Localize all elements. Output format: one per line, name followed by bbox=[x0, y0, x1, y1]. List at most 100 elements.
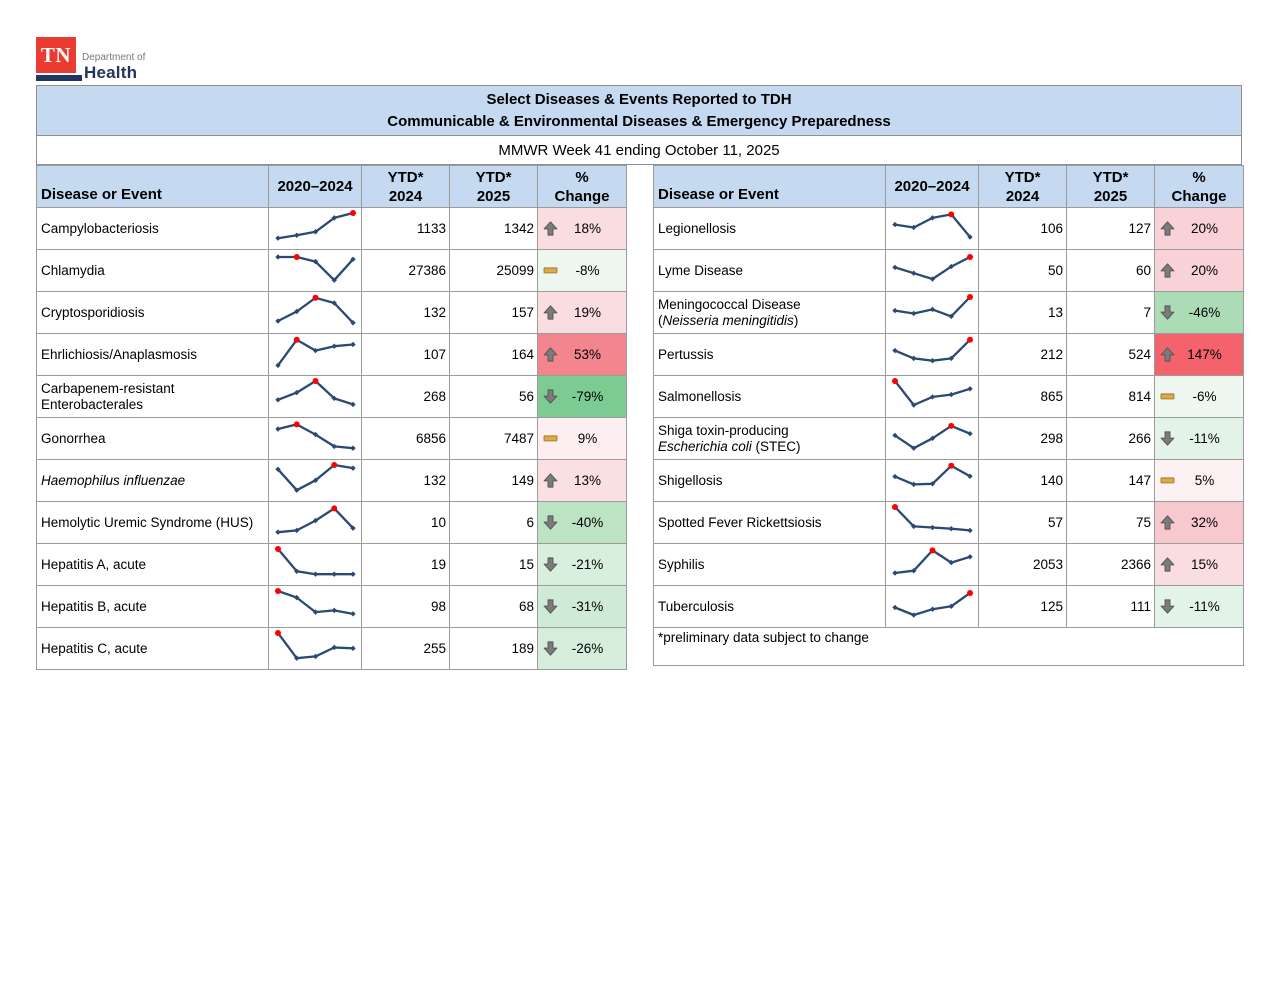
tn-logo-text: TN bbox=[40, 42, 72, 67]
footnote-text: *preliminary data subject to change bbox=[653, 627, 1244, 666]
peak-marker-dot bbox=[891, 378, 898, 384]
tdh-logo: TN Department of Health bbox=[36, 37, 256, 85]
ytd-2025-value: 6 bbox=[449, 501, 538, 544]
trend-sparkline bbox=[891, 254, 973, 282]
percent-change-cell: 5% bbox=[1154, 459, 1244, 502]
trend-cell bbox=[885, 333, 979, 376]
ytd-2025-value: 157 bbox=[449, 291, 538, 334]
percent-change-value: 32% bbox=[1190, 515, 1219, 530]
peak-marker-dot bbox=[947, 462, 954, 469]
disease-name: Hepatitis B, acute bbox=[36, 585, 269, 628]
percent-change-value: -8% bbox=[575, 263, 600, 278]
logo-underline-bar bbox=[36, 75, 82, 81]
col-header-trend: 2020–2024 bbox=[268, 165, 362, 208]
disease-name-part: Gonorrhea bbox=[41, 430, 106, 446]
ytd-2024-value: 1133 bbox=[361, 207, 450, 250]
col-header-disease: Disease or Event bbox=[653, 165, 886, 208]
ytd-2024-value: 212 bbox=[978, 333, 1067, 376]
peak-marker-dot bbox=[966, 590, 973, 596]
percent-change-value: -79% bbox=[571, 389, 604, 404]
trend-up-icon bbox=[543, 221, 558, 236]
percent-change-inner: -79% bbox=[539, 389, 626, 404]
disease-name: Ehrlichiosis/Anaplasmosis bbox=[36, 333, 269, 376]
ytd-2025-value: 75 bbox=[1066, 501, 1155, 544]
trend-sparkline bbox=[274, 336, 356, 369]
trend-down-icon bbox=[543, 641, 558, 656]
trend-flat-icon bbox=[543, 267, 558, 274]
logo-department-of: Department of bbox=[82, 52, 146, 63]
percent-change-value: -40% bbox=[571, 515, 604, 530]
ytd-2025-value: 814 bbox=[1066, 375, 1155, 418]
percent-change-cell: -6% bbox=[1154, 375, 1244, 418]
table-row: Legionellosis 106 127 20% bbox=[653, 207, 1244, 250]
disease-name-part: Meningococcal Disease bbox=[658, 296, 801, 312]
ytd-2024-value: 6856 bbox=[361, 417, 450, 460]
percent-change-value: 20% bbox=[1190, 263, 1219, 278]
percent-change-cell: 147% bbox=[1154, 333, 1244, 376]
header-row: Disease or Event 2020–2024 YTD* 2024 YTD* 202… bbox=[36, 165, 627, 208]
peak-marker-dot bbox=[966, 254, 973, 260]
percent-change-value: 147% bbox=[1187, 347, 1222, 362]
disease-name: Meningococcal Disease (Neisseria meningit… bbox=[653, 291, 886, 334]
ytd-2025-value: 25099 bbox=[449, 249, 538, 292]
percent-change-cell: -11% bbox=[1154, 585, 1244, 628]
percent-change-inner: -11% bbox=[1156, 431, 1243, 446]
col-header-disease: Disease or Event bbox=[36, 165, 269, 208]
trend-cell bbox=[885, 207, 979, 250]
disease-name-part: Ehrlichiosis/Anaplasmosis bbox=[41, 346, 198, 362]
peak-marker-dot bbox=[312, 378, 318, 384]
disease-name-part: Shigellosis bbox=[658, 472, 723, 488]
ytd-2025-value: 56 bbox=[449, 375, 538, 418]
trend-sparkline bbox=[274, 421, 356, 451]
trend-up-icon bbox=[543, 347, 558, 362]
percent-change-cell: 18% bbox=[537, 207, 627, 250]
peak-marker-dot bbox=[274, 546, 281, 552]
trend-sparkline bbox=[274, 505, 356, 535]
percent-change-inner: -46% bbox=[1156, 305, 1243, 320]
trend-sparkline bbox=[274, 462, 356, 493]
percent-change-cell: 20% bbox=[1154, 249, 1244, 292]
ytd-2024-value: 50 bbox=[978, 249, 1067, 292]
disease-name-part: Carbapenem-resistant bbox=[41, 380, 175, 396]
percent-change-value: -21% bbox=[571, 557, 604, 572]
table-row: Spotted Fever Rickettsiosis 57 75 32% bbox=[653, 501, 1244, 544]
trend-cell bbox=[268, 333, 362, 376]
disease-name-part: Salmonellosis bbox=[658, 388, 742, 404]
disease-name-part: ) bbox=[793, 312, 799, 328]
ytd-2025-value: 524 bbox=[1066, 333, 1155, 376]
logo-health: Health bbox=[84, 63, 138, 82]
disease-name-part: Tuberculosis bbox=[658, 598, 735, 614]
table-row: Hemolytic Uremic Syndrome (HUS) 10 6 -40% bbox=[36, 501, 627, 544]
ytd-2024-value: 865 bbox=[978, 375, 1067, 418]
trend-down-icon bbox=[1160, 305, 1175, 320]
table-row: Syphilis 2053 2366 15% bbox=[653, 543, 1244, 586]
disease-name: Gonorrhea bbox=[36, 417, 269, 460]
ytd-2024-value: 10 bbox=[361, 501, 450, 544]
trend-up-icon bbox=[1160, 221, 1175, 236]
percent-change-inner: -21% bbox=[539, 557, 626, 572]
peak-marker-dot bbox=[349, 210, 356, 216]
peak-marker-dot bbox=[312, 294, 318, 301]
percent-change-value: 20% bbox=[1190, 221, 1219, 236]
ytd-2025-value: 15 bbox=[449, 543, 538, 586]
trend-down-icon bbox=[543, 389, 558, 404]
peak-marker-dot bbox=[891, 504, 898, 510]
trend-up-icon bbox=[1160, 263, 1175, 278]
disease-name-italic-part: Neisseria meningitidis bbox=[662, 312, 794, 328]
disease-table-left: Disease or Event 2020–2024 YTD* 2024 YTD* 202… bbox=[36, 165, 627, 670]
trend-sparkline bbox=[891, 504, 973, 534]
trend-down-icon bbox=[1160, 599, 1175, 614]
percent-change-cell: -26% bbox=[537, 627, 627, 670]
trend-cell bbox=[885, 543, 979, 586]
table-row: Hepatitis C, acute 255 189 -26% bbox=[36, 627, 627, 670]
tables-wrapper: Disease or Event 2020–2024 YTD* 2024 YTD* 202… bbox=[36, 165, 1244, 670]
trend-up-icon bbox=[1160, 347, 1175, 362]
trend-cell bbox=[268, 501, 362, 544]
percent-change-inner: 20% bbox=[1156, 263, 1243, 278]
percent-change-cell: -46% bbox=[1154, 291, 1244, 334]
ytd-2025-value: 111 bbox=[1066, 585, 1155, 628]
ytd-2025-value: 149 bbox=[449, 459, 538, 502]
peak-marker-dot bbox=[947, 211, 954, 218]
table-row: Hepatitis B, acute 98 68 -31% bbox=[36, 585, 627, 628]
